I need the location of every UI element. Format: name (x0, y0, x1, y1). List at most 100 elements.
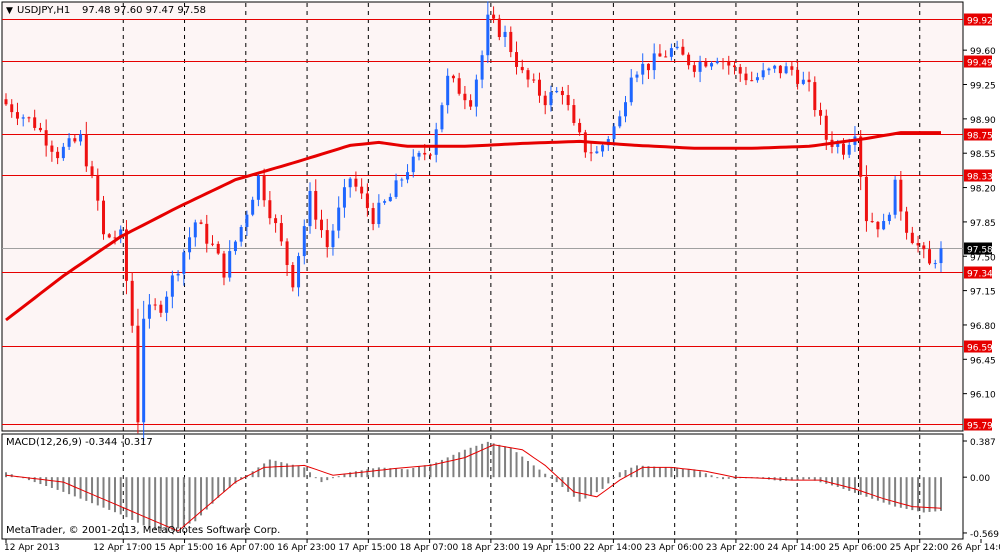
macd-bar (653, 466, 656, 478)
bear-candle (899, 179, 903, 212)
bear-candle (262, 175, 266, 201)
macd-bar (257, 467, 260, 478)
bear-candle (136, 325, 140, 423)
price-level-tag: 98.33 (964, 169, 993, 183)
macd-bar (498, 444, 501, 478)
macd-bar (699, 471, 702, 478)
bull-candle (698, 61, 702, 72)
bull-candle (239, 226, 243, 242)
bear-candle (423, 152, 427, 155)
price-tick-label: 98.20 (970, 185, 996, 195)
macd-bar (647, 466, 650, 478)
macd-bar (446, 457, 449, 478)
price-level-value: 97.34 (967, 270, 993, 280)
macd-bar (108, 477, 111, 510)
macd-bar (68, 477, 71, 495)
macd-bar (280, 462, 283, 478)
macd-bar (435, 462, 438, 478)
time-tick-label: 12 Apr 17:00 (93, 543, 152, 553)
bear-candle (4, 99, 8, 105)
bear-candle (73, 138, 77, 142)
macd-bar (681, 468, 684, 478)
bear-candle (870, 221, 874, 223)
bull-candle (302, 226, 306, 257)
macd-bar (836, 477, 839, 487)
macd-bar (372, 468, 375, 478)
price-tick-label: 96.45 (970, 356, 996, 366)
price-level-value: 98.75 (967, 132, 993, 142)
bear-candle (876, 221, 880, 230)
bear-candle (354, 178, 358, 187)
price-tick-label: 97.15 (970, 288, 996, 298)
macd-bar (96, 477, 99, 506)
macd-bar (687, 468, 690, 478)
macd-bar (383, 467, 386, 478)
bear-candle (813, 82, 817, 111)
macd-bar (217, 477, 220, 498)
bull-candle (348, 178, 352, 188)
bear-candle (687, 54, 691, 66)
bull-candle (773, 65, 777, 69)
bull-candle (182, 252, 186, 274)
bear-candle (526, 70, 530, 80)
macd-bar (693, 469, 696, 478)
macd-bar (349, 472, 352, 478)
time-tick-label: 26 Apr 14:00 (951, 543, 1000, 553)
bear-candle (790, 66, 794, 70)
bear-candle (566, 95, 570, 106)
bear-candle (778, 65, 782, 74)
macd-bar (297, 466, 300, 478)
bear-candle (274, 218, 278, 224)
symbol-label: USDJPY,H1 (17, 5, 70, 16)
bull-candle (503, 31, 507, 38)
bear-candle (291, 265, 295, 288)
bull-candle (893, 179, 897, 215)
macd-bar (148, 477, 151, 529)
macd-bar (917, 477, 920, 512)
macd-bar (45, 477, 48, 486)
macd-bar (555, 477, 558, 483)
bear-candle (285, 241, 289, 266)
bull-candle (601, 145, 605, 152)
macd-bar (27, 477, 30, 481)
bull-candle (767, 68, 771, 71)
bear-candle (692, 65, 696, 72)
bear-candle (15, 112, 19, 119)
macd-bar (790, 477, 793, 481)
macd-bar (62, 477, 65, 492)
macd-bar (142, 477, 145, 526)
bear-candle (50, 145, 54, 152)
chart-menu-arrow[interactable]: ▼ (6, 6, 13, 16)
macd-bar (263, 463, 266, 478)
macd-bar (549, 477, 552, 479)
macd-bar (251, 471, 254, 478)
bull-candle (715, 61, 719, 64)
macd-bar (613, 477, 616, 479)
bull-candle (119, 229, 123, 239)
bear-candle (124, 229, 128, 281)
bear-candle (90, 166, 94, 175)
bear-candle (532, 79, 536, 81)
bear-candle (38, 127, 42, 131)
macd-bar (458, 452, 461, 478)
price-level-lines[interactable] (2, 19, 963, 425)
macd-bar (601, 477, 604, 489)
bull-candle (882, 221, 886, 230)
bull-candle (188, 237, 192, 253)
bull-candle (308, 190, 312, 227)
macd-bar (222, 477, 225, 492)
bull-candle (342, 187, 346, 208)
bear-candle (44, 130, 48, 146)
bear-candle (922, 245, 926, 250)
bull-candle (377, 202, 381, 225)
macd-label: MACD(12,26,9) -0.344 -0.317 (6, 437, 153, 448)
bear-candle (279, 223, 283, 242)
bear-candle (360, 186, 364, 194)
price-level-value: 95.79 (967, 422, 993, 432)
time-tick-label: 23 Apr 22:00 (706, 543, 765, 553)
macd-bar (337, 476, 340, 478)
macd-bar (848, 477, 851, 491)
macd-bar (194, 477, 197, 522)
bull-candle (652, 53, 656, 71)
